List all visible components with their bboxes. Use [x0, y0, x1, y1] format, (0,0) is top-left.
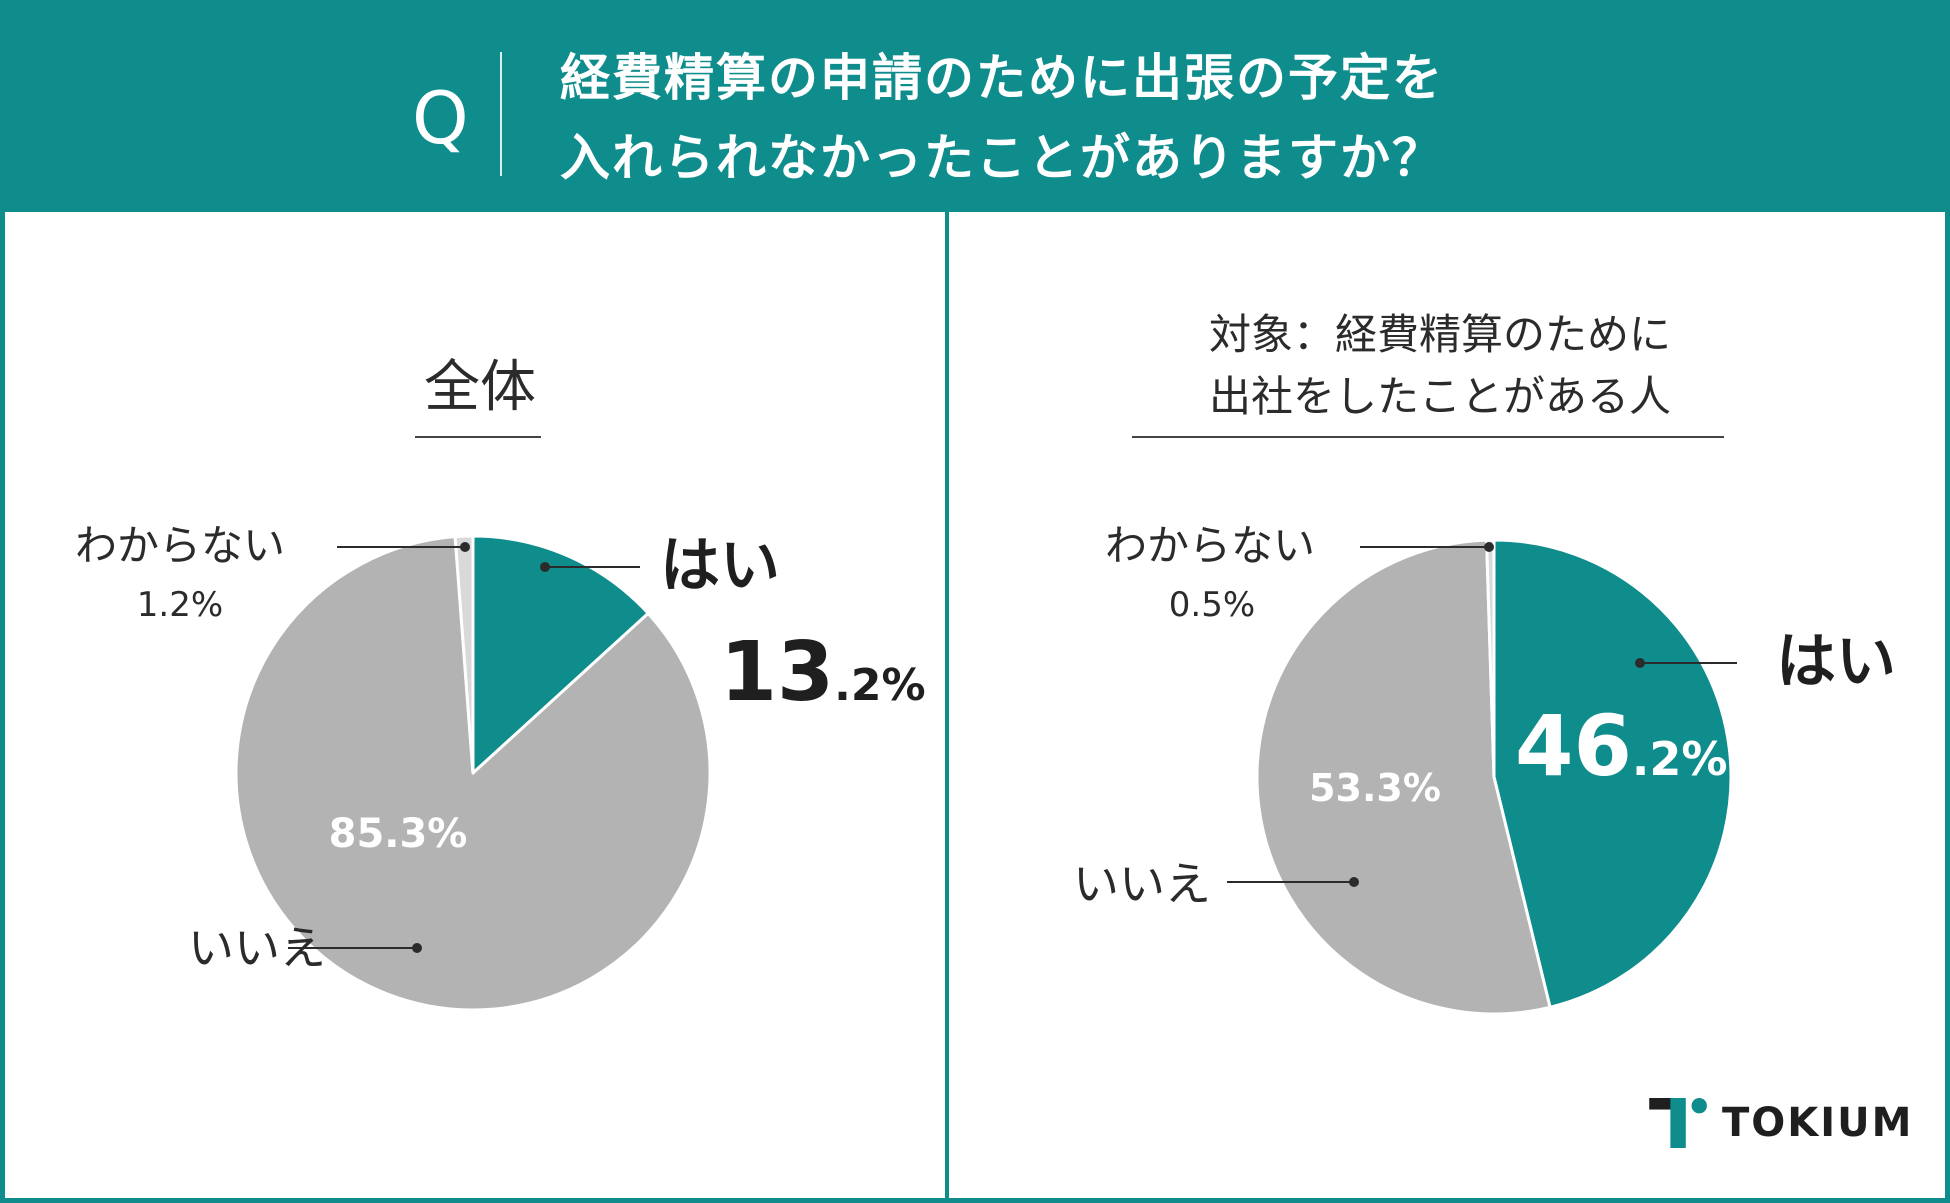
pie-slice-left-0: [471, 534, 650, 775]
left-no-leader-dot: [412, 943, 422, 953]
right-yes-leader-dot: [1635, 658, 1645, 668]
right-dk-label: わからない: [1105, 521, 1315, 570]
right-dk-value: 0.5%: [1169, 585, 1255, 625]
right-yes-value: 46.2%: [1515, 697, 1727, 795]
left-dk-label: わからない: [75, 521, 285, 570]
pie-slice-left-2: [453, 534, 475, 775]
right-no-value: 53.3%: [1309, 766, 1441, 810]
pie-slice-right-1: [1255, 538, 1552, 1016]
header-divider: [500, 52, 502, 176]
right-chart-title: 対象：経費精算のために 出社をしたことがある人: [1130, 304, 1750, 428]
right-dk-leader-dot: [1484, 542, 1494, 552]
question-title-line2: 入れられなかったことがありますか？: [560, 129, 1444, 187]
left-yes-label: はい: [660, 531, 780, 601]
question-mark-label: Q: [412, 76, 469, 160]
right-no-leader-dot: [1349, 877, 1359, 887]
pie-slice-right-0: [1492, 538, 1733, 1009]
left-dk-leader-dot: [460, 542, 470, 552]
question-title: 経費精算の申請のために出張の予定を 入れられなかったことがありますか？: [560, 38, 1444, 198]
panel-divider: [945, 212, 949, 1203]
left-dk-value: 1.2%: [137, 585, 223, 625]
right-chart-title-line2: 出社をしたことがある人: [1208, 372, 1671, 421]
left-yes-leader-dot: [540, 562, 550, 572]
left-title-underline: [415, 436, 541, 438]
right-yes-label: はい: [1776, 627, 1896, 697]
question-title-line1: 経費精算の申請のために出張の予定を: [560, 49, 1444, 107]
brand-name: TOKIUM: [1722, 1100, 1914, 1146]
question-header: Q 経費精算の申請のために出張の予定を 入れられなかったことがありますか？: [0, 0, 1950, 212]
right-chart-title-line1: 対象：経費精算のために: [1208, 310, 1671, 359]
pie-slice-right-2: [1485, 538, 1496, 779]
right-no-label: いいえ: [1073, 857, 1211, 911]
left-chart-title: 全体: [424, 355, 536, 420]
left-no-label: いいえ: [188, 921, 326, 975]
right-title-underline: [1132, 436, 1724, 438]
left-yes-value: 13.2%: [720, 625, 926, 720]
tokium-logo-icon: [1649, 1098, 1707, 1148]
left-no-value: 85.3%: [329, 811, 468, 857]
